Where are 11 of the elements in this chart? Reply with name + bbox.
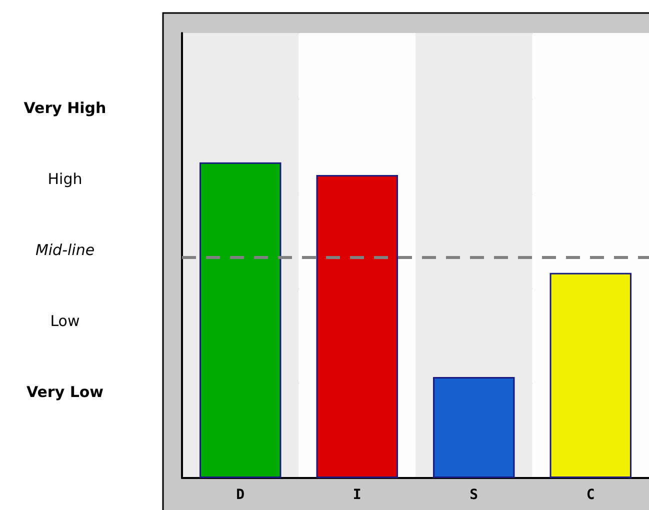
x-tick-label: C [586, 487, 595, 503]
text: Mid-line [35, 241, 95, 259]
bar [200, 162, 282, 478]
text: Very Low [26, 383, 104, 401]
x-tick-label: S [470, 487, 478, 503]
bar [433, 377, 515, 478]
text: Low [50, 312, 80, 330]
text: High [48, 170, 82, 188]
x-tick-label: D [236, 487, 245, 503]
text: Very High [24, 99, 106, 117]
x-tick-label: I [352, 487, 362, 503]
